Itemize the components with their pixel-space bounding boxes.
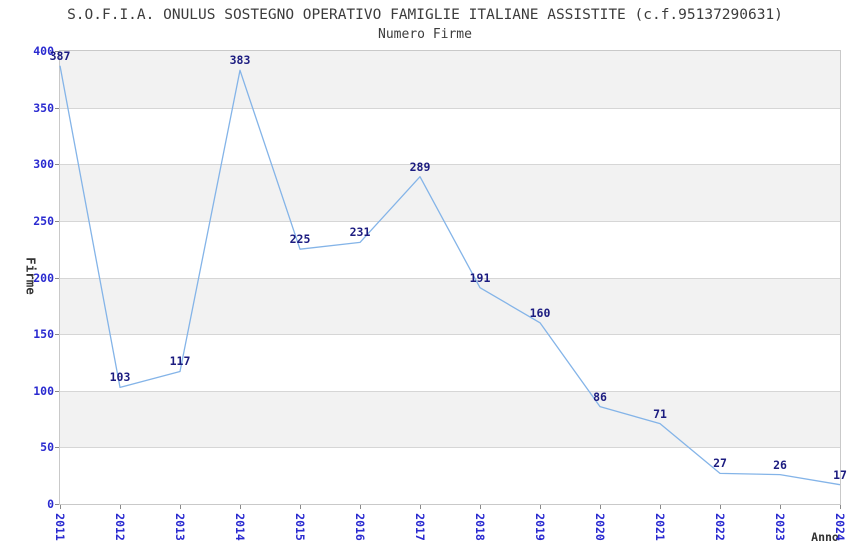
y-axis-tick [55,447,59,448]
y-axis-tick [55,334,59,335]
x-tick-label: 2023 [773,513,787,541]
data-point-label: 231 [349,225,371,240]
x-tick-label: 2014 [233,513,247,541]
y-tick-label: 250 [33,213,54,228]
y-axis-tick [55,278,59,279]
x-tick-label: 2017 [413,513,427,541]
x-tick-label: 2021 [653,513,667,541]
line-plot-svg [59,65,841,486]
data-point-label: 387 [49,48,71,63]
x-axis-tick [120,505,121,509]
x-tick-label: 2016 [353,513,367,541]
y-tick-label: 50 [40,440,54,455]
x-axis-tick [480,505,481,509]
y-axis-tick [55,504,59,505]
x-tick-label: 2022 [713,513,727,541]
x-axis-title: Anno [811,530,839,544]
data-point-label: 383 [229,53,251,68]
x-axis-tick [600,505,601,509]
x-tick-label: 2013 [173,513,187,541]
x-axis-tick [720,505,721,509]
x-tick-label: 2018 [473,513,487,541]
y-axis-tick [55,164,59,165]
plot-area [59,50,841,505]
y-axis-tick [55,51,59,52]
data-point-label: 160 [529,305,551,320]
y-tick-label: 150 [33,327,54,342]
gridline [60,447,840,448]
gridline [60,278,840,279]
y-axis-tick [55,221,59,222]
x-tick-label: 2012 [113,513,127,541]
data-point-label: 27 [713,456,727,471]
x-tick-label: 2020 [593,513,607,541]
x-tick-label: 2024 [833,513,847,541]
plot-band [60,277,840,335]
plot-band [60,390,840,448]
y-tick-label: 0 [47,497,54,511]
x-tick-label: 2019 [533,513,547,541]
data-point-label: 71 [653,406,667,421]
data-point-label: 17 [833,467,847,482]
x-tick-label: 2011 [53,513,67,541]
y-axis-tick [55,391,59,392]
plot-band [60,164,840,221]
y-tick-label: 300 [33,157,54,172]
y-axis-tick [55,108,59,109]
x-tick-label: 2015 [293,513,307,541]
y-tick-label: 350 [33,100,54,115]
x-axis-tick [360,505,361,509]
gridline [60,164,840,165]
y-tick-label: 100 [33,383,54,398]
x-axis-tick [840,505,841,509]
data-point-label: 225 [289,232,311,247]
x-axis-tick [300,505,301,509]
gridline [60,391,840,392]
gridline [60,108,840,109]
y-tick-label: 200 [33,270,54,285]
x-axis-tick [60,505,61,509]
x-axis-tick [180,505,181,509]
x-axis-tick [240,505,241,509]
chart-title: S.O.F.I.A. ONULUS SOSTEGNO OPERATIVO FAM… [67,7,783,23]
x-axis-tick [780,505,781,509]
data-point-label: 117 [169,354,191,369]
data-point-label: 289 [409,159,431,174]
x-axis-tick [540,505,541,509]
gridline [60,334,840,335]
data-point-label: 26 [773,457,787,472]
x-axis-tick [660,505,661,509]
plot-band [60,51,840,108]
data-point-label: 191 [469,270,491,285]
gridline [60,221,840,222]
data-point-label: 86 [593,389,607,404]
data-point-label: 103 [109,370,131,385]
x-axis-tick [420,505,421,509]
y-tick-label: 400 [33,44,54,58]
series-line [59,65,841,486]
chart-subtitle: Numero Firme [378,27,472,42]
